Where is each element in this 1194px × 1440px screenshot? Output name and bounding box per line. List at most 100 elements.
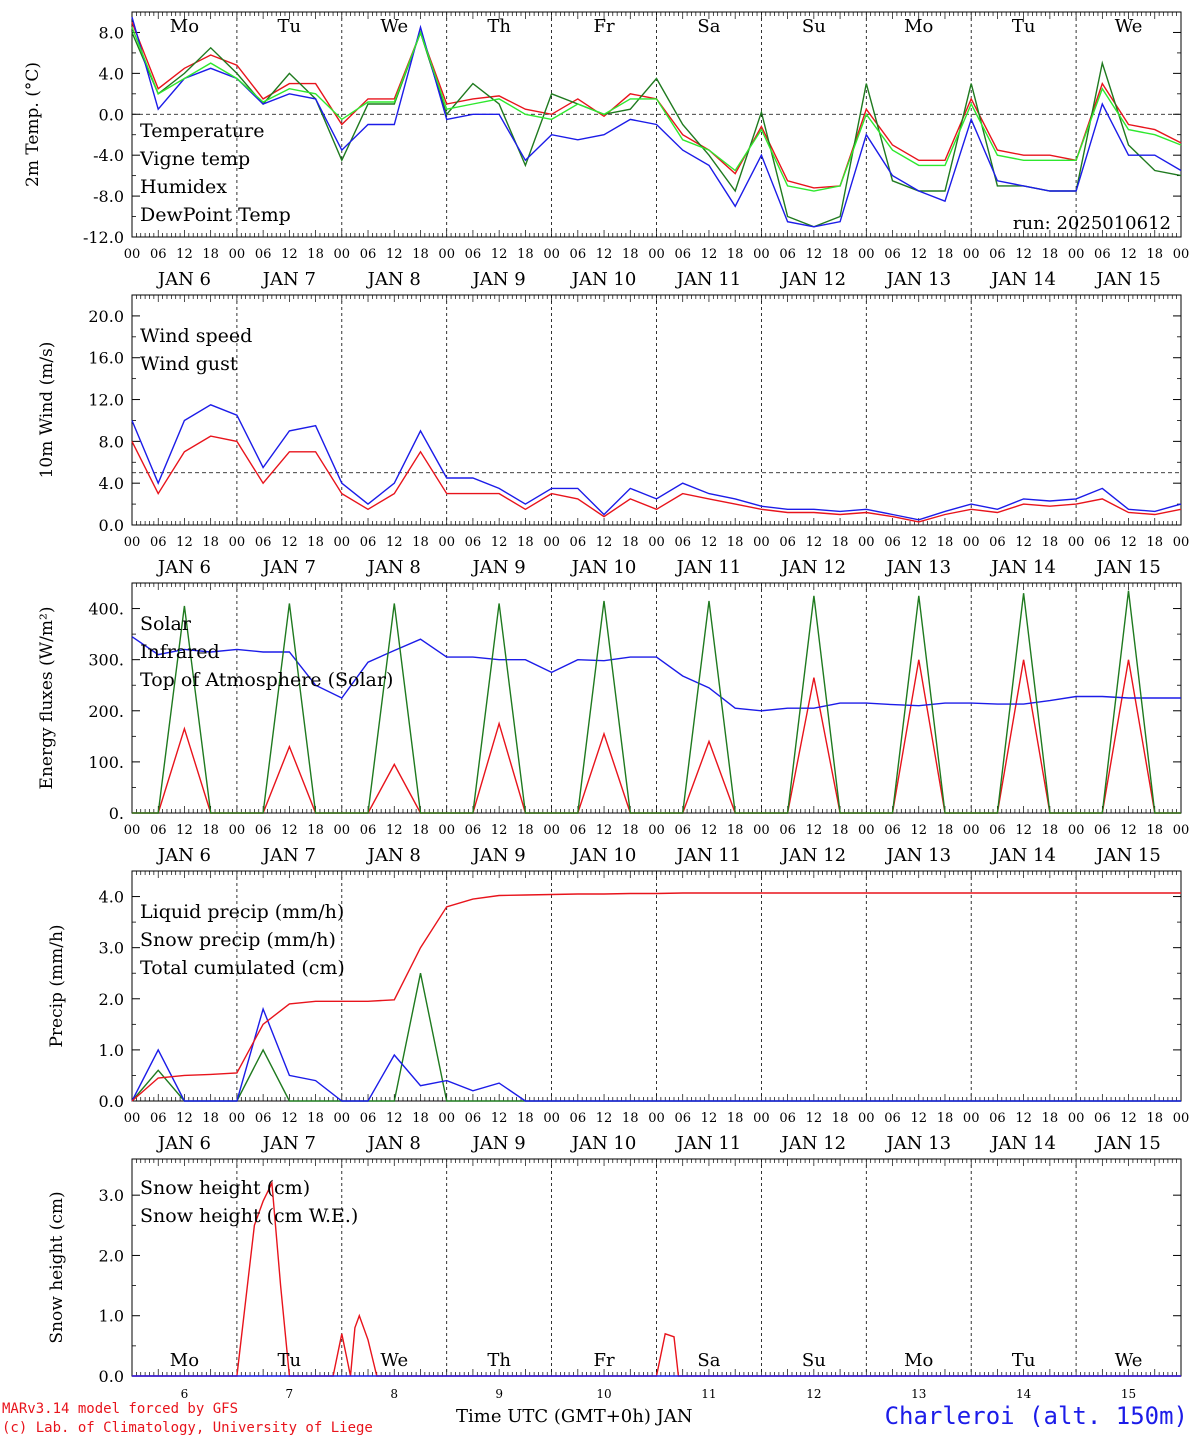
hour-label: 06 (465, 535, 482, 550)
series-line-green (132, 590, 1181, 814)
date-label: JAN 10 (570, 845, 637, 866)
date-label: JAN 9 (471, 845, 526, 866)
weekday-label: Tu (278, 1350, 302, 1371)
hour-label: 00 (229, 1111, 246, 1126)
hour-label: 00 (438, 535, 455, 550)
hour-label: 18 (727, 823, 744, 838)
weekday-label: We (380, 1350, 408, 1371)
hour-label: 18 (937, 1111, 954, 1126)
hour-label: 00 (229, 247, 246, 262)
hour-label: 18 (307, 247, 324, 262)
date-label: JAN 8 (366, 269, 421, 290)
date-label: JAN 13 (884, 557, 951, 578)
hour-label: 18 (1147, 535, 1164, 550)
hour-label: 06 (989, 823, 1006, 838)
hour-label: 12 (910, 247, 927, 262)
legend-entry: DewPoint Temp (140, 204, 291, 226)
hour-label: 12 (176, 823, 193, 838)
hour-label: 00 (1068, 535, 1085, 550)
hour-label: 12 (701, 535, 718, 550)
hour-label: 06 (674, 823, 691, 838)
hour-label: 00 (963, 1111, 980, 1126)
hour-label: 00 (858, 247, 875, 262)
date-label: JAN 12 (780, 269, 847, 290)
y-tick-label: 0. (109, 804, 124, 823)
hour-label: 18 (832, 1111, 849, 1126)
date-label: JAN 15 (1094, 1133, 1161, 1154)
date-label: JAN 10 (570, 557, 637, 578)
hour-label: 06 (1094, 247, 1111, 262)
hour-label: 00 (334, 535, 351, 550)
hour-label: 12 (806, 535, 823, 550)
hour-label: 18 (202, 247, 219, 262)
hour-label: 18 (517, 535, 534, 550)
weekday-label: Tu (278, 16, 302, 37)
y-tick-label: 3.0 (99, 939, 124, 958)
date-label: JAN 11 (675, 845, 742, 866)
y-axis-title: 2m Temp. (°C) (23, 62, 43, 187)
date-label: JAN 14 (989, 845, 1056, 866)
hour-label: 18 (832, 823, 849, 838)
legend-entry: Vigne temp (139, 148, 250, 170)
hour-label: 12 (386, 535, 403, 550)
hour-label: 00 (1173, 535, 1190, 550)
date-label: JAN 14 (989, 269, 1056, 290)
y-tick-label: 8.0 (99, 432, 124, 451)
y-tick-label: 3.0 (99, 1186, 124, 1205)
hour-label: 06 (674, 1111, 691, 1126)
weekday-label: Th (487, 16, 511, 37)
y-tick-label: 2.0 (99, 990, 124, 1009)
hour-label: 12 (701, 1111, 718, 1126)
date-label: JAN 8 (366, 557, 421, 578)
hour-label: 12 (1015, 823, 1032, 838)
y-tick-label: 16.0 (88, 349, 124, 368)
hour-label: 00 (438, 247, 455, 262)
hour-label: 18 (937, 823, 954, 838)
hour-label: 06 (989, 247, 1006, 262)
hour-label: 18 (622, 823, 639, 838)
y-tick-label: -4.0 (93, 146, 124, 165)
y-tick-label: 200. (88, 702, 124, 721)
hour-label: 06 (255, 823, 272, 838)
hour-label: 00 (648, 823, 665, 838)
hour-label: 18 (622, 247, 639, 262)
lab-credit: (c) Lab. of Climatology, University of L… (2, 1420, 373, 1436)
hour-label: 06 (884, 1111, 901, 1126)
hour-label: 12 (1120, 1111, 1137, 1126)
legend-entry: Temperature (140, 120, 264, 142)
hour-label: 18 (727, 1111, 744, 1126)
y-tick-label: -12.0 (83, 228, 124, 247)
hour-label: 00 (648, 247, 665, 262)
y-tick-label: -8.0 (93, 187, 124, 206)
hour-label: 00 (334, 1111, 351, 1126)
hour-label: 12 (910, 1111, 927, 1126)
hour-label: 00 (858, 823, 875, 838)
legend-entry: Wind speed (140, 325, 252, 347)
hour-label: 18 (1042, 823, 1059, 838)
hour-label: 06 (360, 247, 377, 262)
hour-label: 06 (674, 535, 691, 550)
hour-label: 18 (202, 535, 219, 550)
date-number-label: 7 (286, 1387, 294, 1401)
hour-label: 06 (465, 823, 482, 838)
hour-label: 00 (543, 247, 560, 262)
hour-label: 00 (648, 1111, 665, 1126)
hour-label: 18 (1147, 1111, 1164, 1126)
date-label: JAN 9 (471, 1133, 526, 1154)
hour-label: 12 (386, 247, 403, 262)
station-label: Charleroi (alt. 150m) (884, 1402, 1188, 1430)
date-label: JAN 7 (261, 269, 316, 290)
hour-label: 06 (150, 823, 167, 838)
hour-label: 12 (386, 823, 403, 838)
hour-label: 12 (910, 535, 927, 550)
hour-label: 12 (701, 823, 718, 838)
hour-label: 06 (779, 823, 796, 838)
hour-label: 12 (1120, 247, 1137, 262)
hour-label: 00 (124, 535, 141, 550)
weekday-label: Fr (594, 16, 615, 37)
series-line-red (131, 435, 1182, 523)
date-label: JAN 15 (1094, 269, 1161, 290)
hour-label: 12 (596, 247, 613, 262)
date-label: JAN 11 (675, 1133, 742, 1154)
hour-label: 12 (1015, 1111, 1032, 1126)
